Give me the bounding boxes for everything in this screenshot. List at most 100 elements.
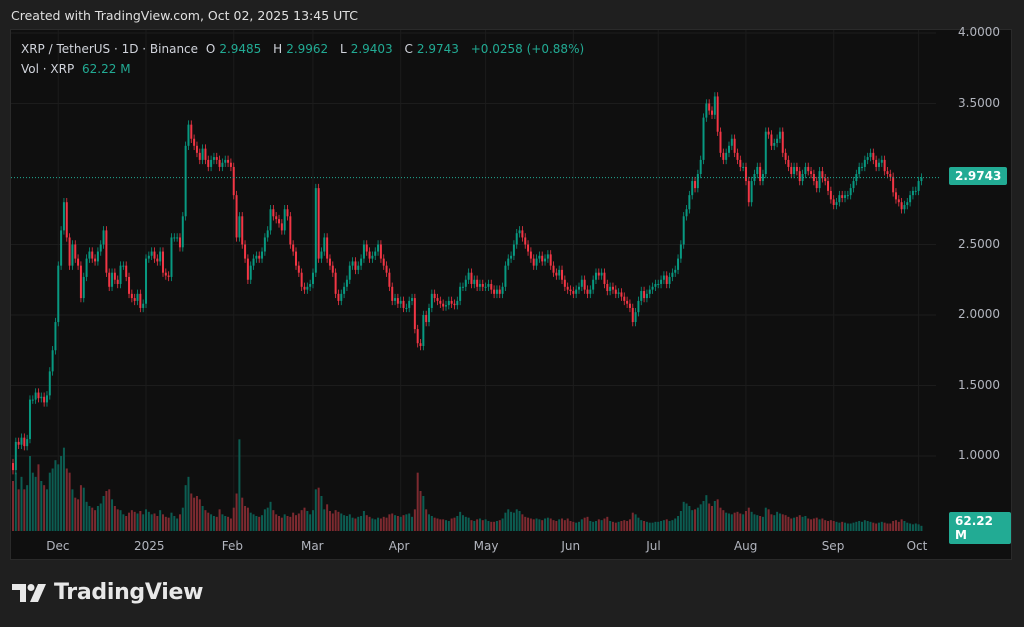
- candle: [300, 268, 303, 292]
- candle-body: [812, 174, 815, 182]
- candle-body: [790, 166, 793, 174]
- volume-bar: [150, 514, 153, 531]
- candle: [396, 293, 399, 308]
- candle: [360, 254, 363, 270]
- volume-bar: [116, 509, 119, 531]
- candle: [713, 92, 716, 120]
- candle: [198, 148, 201, 165]
- symbol-name[interactable]: XRP / TetherUS · 1D · Binance: [21, 42, 199, 56]
- candle-body: [909, 195, 912, 203]
- candle-body: [263, 237, 266, 252]
- volume-bar: [108, 489, 111, 531]
- volume-bar: [320, 496, 323, 531]
- candle: [614, 285, 617, 299]
- candle-body: [57, 265, 60, 323]
- candle-body: [300, 272, 303, 287]
- candle-body: [246, 258, 249, 280]
- volume-bar: [343, 515, 346, 531]
- volume-bar: [99, 503, 102, 531]
- volume-bar: [252, 514, 255, 531]
- volume-bar: [535, 518, 538, 531]
- volume-bar: [920, 525, 923, 531]
- candle-body: [512, 244, 515, 256]
- candle: [40, 392, 43, 403]
- candle: [79, 261, 82, 303]
- low-value: L 2.9403: [340, 42, 397, 56]
- volume-bar: [764, 507, 767, 531]
- volume-bar: [889, 523, 892, 531]
- candle-body: [286, 209, 289, 217]
- candle: [705, 99, 708, 122]
- candle-body: [838, 195, 841, 203]
- candle: [161, 247, 164, 277]
- candle: [96, 247, 99, 266]
- volume-bar: [184, 485, 187, 531]
- candle-body: [345, 279, 348, 287]
- close-number: 2.9743: [416, 42, 459, 56]
- volume-bar: [119, 510, 122, 531]
- candle: [524, 233, 527, 249]
- candle-body: [764, 131, 767, 174]
- candle: [838, 190, 841, 207]
- candle-body: [413, 298, 416, 330]
- candle-body: [422, 315, 425, 347]
- candle: [793, 162, 796, 179]
- candle: [337, 289, 340, 306]
- volume-bar: [812, 518, 815, 531]
- candle: [764, 127, 767, 179]
- candlestick-chart[interactable]: [11, 30, 1011, 559]
- volume-bar: [872, 522, 875, 531]
- candle-body: [464, 279, 467, 287]
- candle-body: [425, 315, 428, 323]
- candle: [849, 183, 852, 200]
- candle-body: [111, 272, 114, 287]
- volume-bar: [111, 499, 114, 531]
- candle-body: [14, 441, 17, 471]
- candle: [674, 265, 677, 277]
- candle-body: [742, 166, 745, 168]
- volume-bar: [221, 514, 224, 531]
- candle-body: [634, 312, 637, 323]
- candle-body: [320, 251, 323, 259]
- volume-bar: [102, 496, 105, 531]
- candle-body: [340, 293, 343, 301]
- candle: [592, 275, 595, 294]
- volume-bar: [232, 507, 235, 531]
- volume-bar: [476, 519, 479, 531]
- volume-bar: [23, 489, 26, 531]
- candle-body: [119, 265, 122, 284]
- candle: [662, 271, 665, 284]
- candle: [365, 240, 368, 256]
- candle: [518, 226, 521, 238]
- candle: [394, 293, 397, 306]
- candle: [136, 289, 139, 306]
- candle: [815, 176, 818, 193]
- volume-bar: [145, 509, 148, 531]
- volume-bar: [572, 521, 575, 531]
- volume-label[interactable]: Vol · XRP: [21, 62, 75, 76]
- volume-bar: [903, 521, 906, 531]
- candle: [164, 268, 167, 280]
- candle-body: [122, 265, 125, 267]
- candle: [702, 113, 705, 165]
- candle: [17, 437, 20, 449]
- candle: [872, 148, 875, 165]
- candle: [501, 282, 504, 299]
- candle-body: [897, 199, 900, 203]
- volume-bar: [606, 516, 609, 531]
- candle-body: [190, 124, 193, 139]
- candle: [798, 166, 801, 186]
- candle: [527, 240, 530, 256]
- volume-bar: [583, 517, 586, 531]
- candle: [428, 303, 431, 327]
- volume-bar: [139, 511, 142, 531]
- candle: [631, 303, 634, 327]
- volume-bar: [829, 520, 832, 531]
- candle-body: [708, 103, 711, 111]
- candle: [677, 254, 680, 275]
- volume-bar: [326, 504, 329, 531]
- candle-body: [473, 279, 476, 284]
- tradingview-logo[interactable]: TradingView: [12, 580, 203, 605]
